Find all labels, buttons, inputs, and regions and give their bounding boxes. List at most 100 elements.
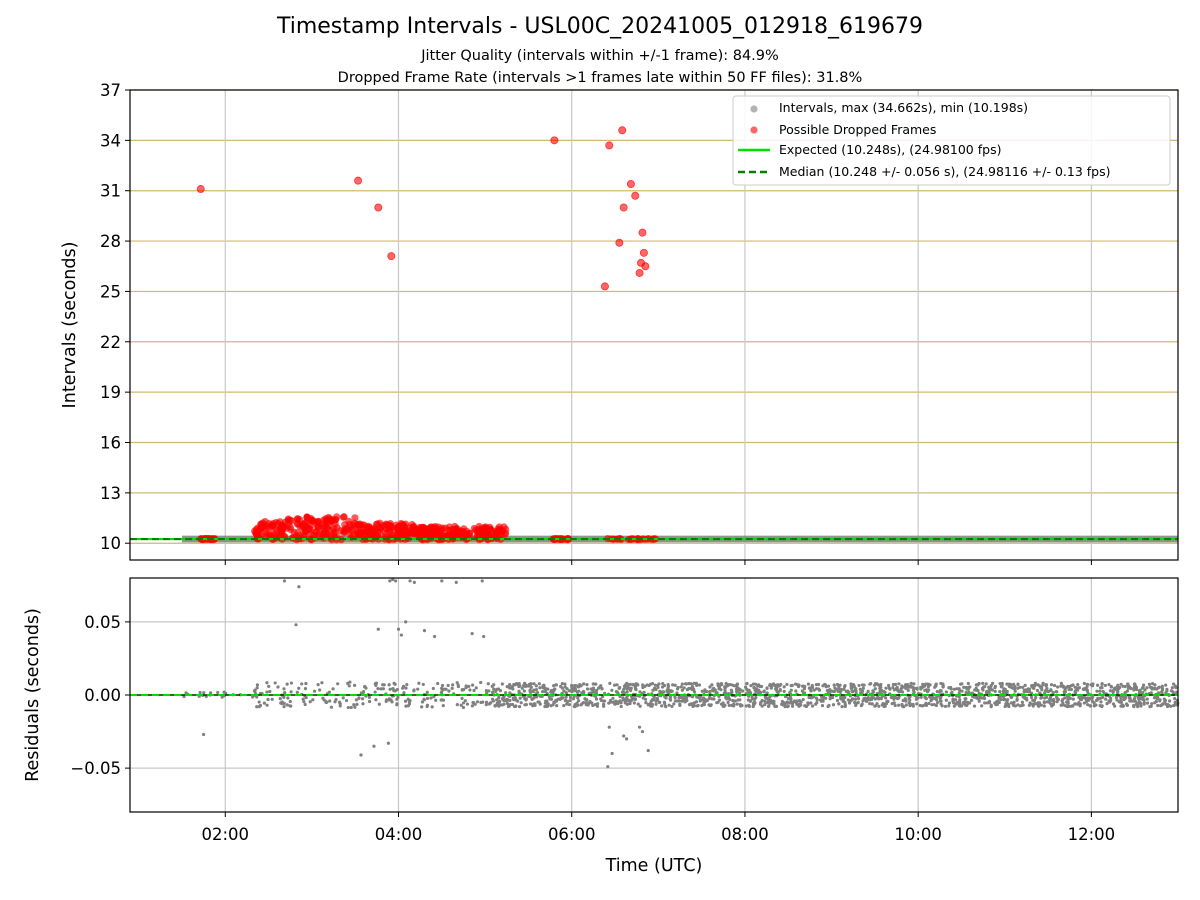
residual-point <box>377 702 381 706</box>
residual-point <box>1099 686 1103 690</box>
residual-point <box>790 701 794 705</box>
residual-point <box>1156 703 1160 708</box>
residual-point <box>1069 704 1073 708</box>
residual-point <box>515 681 519 686</box>
residual-point <box>497 704 501 708</box>
residual-point <box>563 682 567 686</box>
residual-point <box>1105 702 1109 706</box>
residual-point <box>784 701 788 705</box>
residual-point <box>684 697 688 701</box>
dropped-frame-point <box>354 176 363 185</box>
residual-point <box>471 683 475 687</box>
residual-point <box>886 683 891 688</box>
residual-outlier-point <box>376 627 380 631</box>
residual-point <box>797 698 802 703</box>
residual-point <box>498 699 502 704</box>
residual-point <box>862 696 866 701</box>
residual-point <box>251 695 255 699</box>
residual-point <box>636 702 640 706</box>
residual-point <box>673 683 677 687</box>
residual-point <box>760 684 764 689</box>
residual-point <box>645 683 649 687</box>
residual-point <box>735 682 740 686</box>
residual-point <box>638 690 642 694</box>
residual-point <box>702 701 706 705</box>
residual-point <box>891 682 896 687</box>
residual-point <box>835 698 840 703</box>
residual-point <box>848 699 852 703</box>
residual-point <box>1135 687 1139 692</box>
residual-point <box>1092 701 1096 705</box>
residual-point <box>1141 685 1145 689</box>
residual-point <box>599 697 603 701</box>
residual-point <box>354 698 358 702</box>
residual-point <box>1141 690 1145 695</box>
residual-outlier-point <box>440 579 444 583</box>
residual-point <box>947 686 951 690</box>
residual-point <box>420 700 425 704</box>
residual-point <box>545 699 549 703</box>
residual-point <box>1152 687 1156 691</box>
residual-point <box>359 691 363 695</box>
residual-point <box>1173 697 1177 701</box>
residual-point <box>381 687 385 691</box>
residual-point <box>1021 685 1025 689</box>
residual-point <box>1068 696 1072 701</box>
residual-point <box>1127 696 1131 700</box>
residual-point <box>607 701 611 705</box>
residual-point <box>565 702 569 706</box>
residual-point <box>897 689 901 693</box>
residual-point <box>1091 682 1095 686</box>
residual-point <box>680 682 684 686</box>
residual-point <box>993 701 997 705</box>
residual-point <box>472 688 476 693</box>
residual-point <box>884 702 889 706</box>
residual-point <box>660 685 665 689</box>
dropped-frame-point <box>399 523 407 531</box>
residual-point <box>984 682 988 686</box>
residual-point <box>583 697 587 701</box>
residual-point <box>267 684 271 688</box>
residual-point <box>939 695 943 700</box>
residual-point <box>695 683 699 688</box>
residual-point <box>492 683 496 687</box>
residual-point <box>650 681 655 686</box>
residual-point <box>1114 695 1118 700</box>
residual-point <box>560 682 564 686</box>
residual-point <box>908 698 912 702</box>
residual-point <box>562 689 566 693</box>
dropped-frame-point <box>619 203 628 212</box>
residual-point <box>514 698 518 702</box>
dropped-frame-point <box>449 530 457 538</box>
residual-point <box>529 682 533 686</box>
residual-point <box>876 695 880 699</box>
residual-point <box>1010 695 1014 699</box>
residual-point <box>677 699 681 703</box>
intervals-panel: 10 13 16 19 22 25 28 31 34 37 Intervals (seconds) I… <box>60 81 1179 565</box>
residual-point <box>638 704 642 708</box>
residual-point <box>665 688 669 692</box>
residual-point <box>998 690 1002 694</box>
legend-dropped-marker <box>750 126 758 134</box>
residual-point <box>573 689 577 693</box>
residual-point <box>691 704 695 708</box>
residual-point <box>775 683 780 687</box>
residual-point <box>839 689 843 693</box>
residual-point <box>717 687 721 691</box>
residual-point <box>265 690 269 694</box>
residual-point <box>1055 690 1059 694</box>
residual-point <box>549 690 553 694</box>
residual-point <box>594 697 599 701</box>
residual-point <box>839 697 844 701</box>
x-axis-label: Time (UTC) <box>605 856 703 876</box>
residual-point <box>270 697 274 701</box>
residual-point <box>1013 689 1017 693</box>
residual-point <box>572 686 577 690</box>
residual-point <box>615 683 619 687</box>
residual-point <box>975 696 979 700</box>
residual-point <box>1119 700 1123 704</box>
residual-point <box>1018 685 1022 689</box>
dropped-frame-point <box>615 238 624 247</box>
residual-point <box>562 704 566 708</box>
residual-point <box>989 703 993 707</box>
